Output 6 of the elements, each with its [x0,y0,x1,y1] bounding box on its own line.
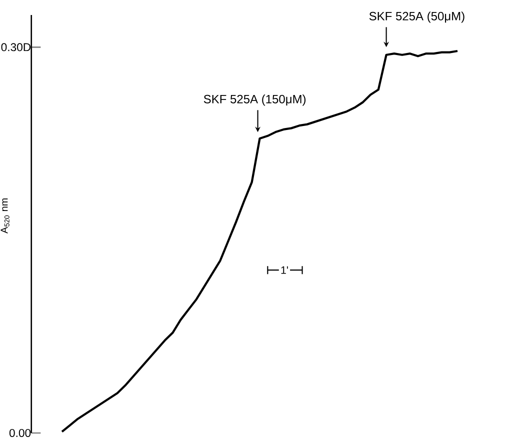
y-tick-label: 0.00 [9,428,31,438]
y-axis-title: A$_{520}$ nm [0,198,10,234]
annotation: SKF 525A (50μM) [369,12,464,23]
annotation: SKF 525A (150μM) [204,94,306,106]
annotation: 1' [281,266,288,274]
y-tick-label: 0.30D [1,43,31,52]
